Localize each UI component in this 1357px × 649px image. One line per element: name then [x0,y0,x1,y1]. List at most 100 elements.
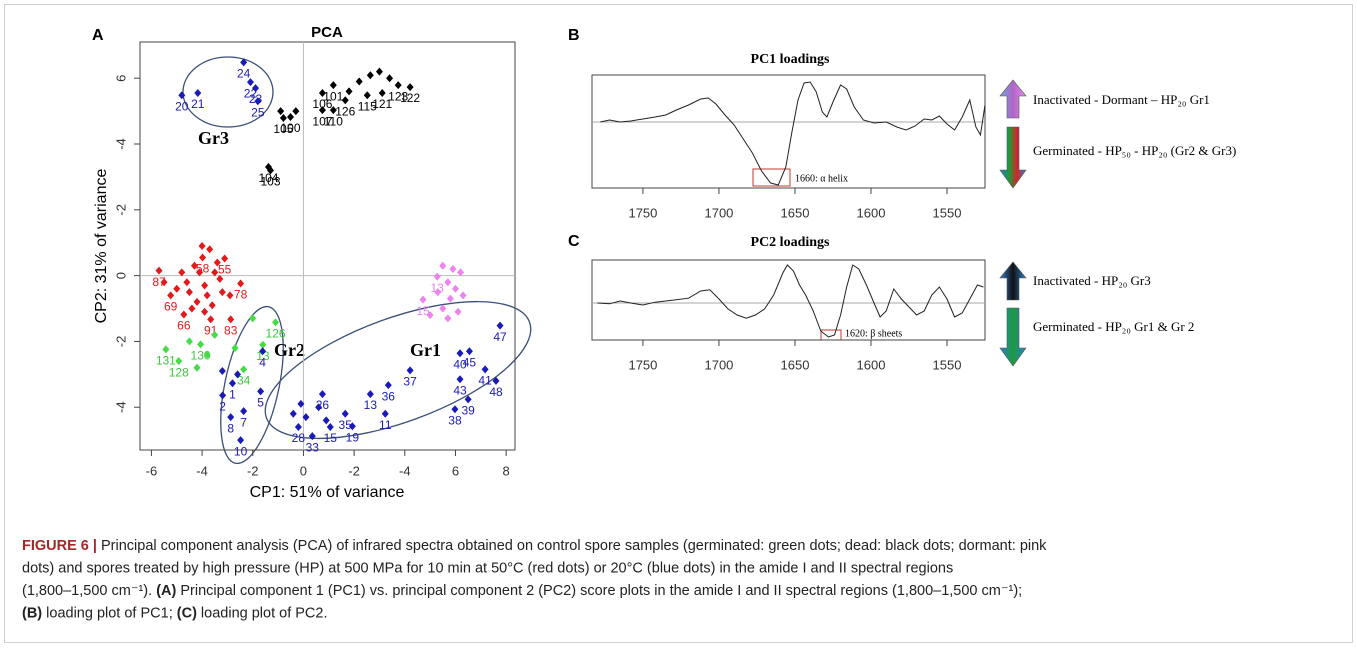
point [201,281,209,290]
caption-text: loading plot of PC2. [197,605,328,621]
point-label: 104 [258,171,278,185]
point [386,74,394,83]
point [249,314,257,323]
caption-text: (B) [22,605,42,621]
point-label: 35 [339,418,353,432]
point [496,321,504,330]
point [185,337,193,346]
point-label: 115 [358,99,377,113]
point [366,71,374,80]
point [294,422,302,431]
panel-letter: B [568,27,580,44]
point-label: 10 [234,444,248,458]
point [259,340,267,349]
point [188,304,196,313]
figure-frame [4,4,1353,643]
point [287,113,295,122]
x-tick-label: 1750 [628,205,657,220]
point-label: 38 [448,413,462,427]
x-tick-label: -4 [196,463,208,478]
point [196,268,204,277]
point [341,409,349,418]
point [318,390,326,399]
point [259,347,267,356]
x-tick-label: 1600 [857,205,886,220]
chart-title: PC1 loadings [751,52,831,67]
loading-line [600,81,986,186]
point [226,291,234,300]
arrow-up [999,79,1027,119]
point [292,107,300,116]
point [406,83,414,92]
point [227,413,235,422]
point-label: 2 [219,400,226,414]
point [279,114,287,123]
point-label: 15 [324,431,338,445]
point-label: 21 [191,97,205,111]
point [329,106,337,115]
point-label: 41 [478,374,492,388]
point [185,288,193,297]
caption-line: (1,800–1,500 cm⁻¹). (A) Principal compon… [22,583,1022,599]
point [341,96,349,105]
point [203,291,211,300]
point [257,387,265,396]
point [237,436,245,445]
side-label: Germinated - HP₅₀ - HP₂₀ (Gr2 & Gr3) [1033,143,1236,158]
point-label: 19 [346,430,360,444]
point [384,381,392,390]
point [366,390,374,399]
point [237,279,245,288]
point [444,278,452,287]
annotation-box [820,329,842,341]
point [155,266,163,275]
point [318,106,326,115]
point [246,78,254,87]
caption-text: (C) [177,605,197,621]
point [193,297,201,306]
point [308,432,316,441]
x-tick-label: 0 [300,463,307,478]
point-label: 11 [379,418,392,432]
chart-title: PCA [311,24,343,41]
x-tick-label: 1550 [933,357,962,372]
point-label: 45 [463,355,477,369]
side-label: Inactivated - Dormant – HP₂₀ Gr1 [1033,92,1210,107]
point [197,340,205,349]
point-label: 107 [312,114,332,128]
point [363,91,371,100]
point [178,268,186,277]
caption-text: (1,800–1,500 cm⁻¹). [22,583,156,599]
point [167,291,175,300]
point-label: 69 [164,300,178,314]
y-tick-label: -4 [113,401,128,413]
point [454,307,462,316]
x-tick-label: 1650 [781,205,810,220]
point [221,254,229,263]
point [211,268,219,277]
point [426,311,434,320]
point [180,310,188,319]
point-label: 105 [273,122,293,136]
plot-frame [139,41,516,451]
point-label: 13 [364,398,378,412]
chart-title: PC2 loadings [751,235,831,250]
caption-line: FIGURE 6 | Principal component analysis … [22,538,1047,554]
point [213,258,221,267]
point-label: 103 [260,174,280,188]
point [227,315,235,324]
point-label: 8 [227,421,234,435]
point [231,344,239,352]
point-label: 13 [431,281,445,295]
point [228,379,236,388]
panel-letter: C [568,233,580,250]
annotation: 1620: β sheets [845,328,902,339]
point-label: 55 [218,263,232,277]
point [492,376,500,385]
point-label: 36 [382,389,396,403]
point [178,91,186,100]
point-label: 123 [388,89,408,103]
panel-letter: A [92,27,104,44]
point-label: 47 [493,330,507,344]
